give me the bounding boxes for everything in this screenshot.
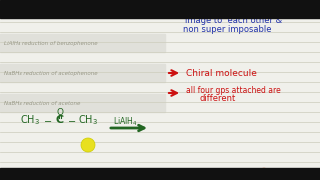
Text: $-$: $-$ <box>68 115 76 125</box>
Text: O: O <box>57 107 63 116</box>
Bar <box>0 94 165 112</box>
Text: doubtnut: doubtnut <box>263 170 311 179</box>
Circle shape <box>259 168 269 179</box>
Text: which the mirror: which the mirror <box>200 6 263 15</box>
Text: LiAlH₄ reduction of benzophenone: LiAlH₄ reduction of benzophenone <box>4 40 98 46</box>
Bar <box>0 34 165 52</box>
Circle shape <box>81 138 95 152</box>
Text: image to  each other &: image to each other & <box>185 15 282 24</box>
Text: different: different <box>200 93 236 102</box>
Text: LiAlH$_4$: LiAlH$_4$ <box>113 116 137 128</box>
Text: NaBH₄ reduction of acetophenone: NaBH₄ reduction of acetophenone <box>4 71 98 75</box>
Text: $-$: $-$ <box>44 115 52 125</box>
Text: CH$_3$: CH$_3$ <box>78 113 98 127</box>
Bar <box>0 0 320 18</box>
Text: NaBH₄ reduction of acetone: NaBH₄ reduction of acetone <box>4 100 80 105</box>
Text: CH$_3$: CH$_3$ <box>20 113 40 127</box>
Text: d: d <box>261 170 267 179</box>
Text: all four gps attached are: all four gps attached are <box>186 86 281 94</box>
Text: non super imposable: non super imposable <box>183 24 271 33</box>
Text: Chiral molecule: Chiral molecule <box>186 69 257 78</box>
Bar <box>0 64 165 82</box>
Text: C: C <box>56 115 64 125</box>
Bar <box>0 168 320 180</box>
